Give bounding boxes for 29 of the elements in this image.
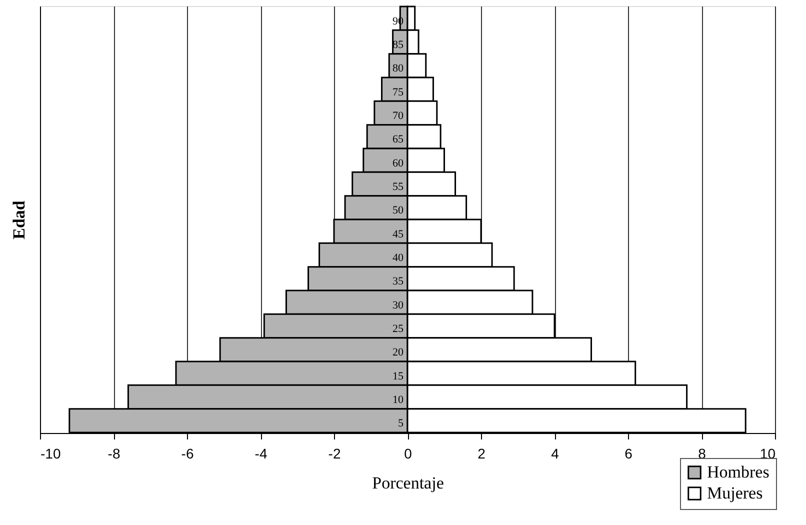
y-tick-label: 75: [392, 86, 404, 98]
y-tick-label: 65: [392, 134, 404, 146]
y-tick-label: 10: [392, 394, 404, 406]
y-tick-label: 80: [392, 62, 404, 75]
x-tick-label: 0: [404, 446, 412, 462]
x-tick-label: -4: [254, 446, 268, 462]
x-tick-label: -8: [108, 446, 120, 462]
x-tick-label: -10: [40, 446, 61, 462]
y-tick-label: 40: [392, 252, 404, 264]
x-tick-label: -2: [328, 446, 341, 462]
y-tick-label: 25: [392, 323, 404, 336]
y-tick-label: 35: [392, 276, 404, 288]
y-tick-label: 45: [392, 228, 404, 240]
x-axis-title: Porcentaje: [372, 474, 444, 492]
y-tick-label: 60: [392, 157, 404, 170]
y-tick-label: 15: [392, 370, 404, 382]
y-axis-title: Edad: [10, 200, 28, 240]
y-tick-label: 70: [392, 110, 404, 122]
y-tick-label: 50: [392, 204, 404, 217]
x-tick-label: 4: [551, 446, 560, 462]
x-tick-label: -6: [181, 446, 194, 462]
legend-label: Hombres: [707, 462, 770, 482]
x-tick-label: 6: [624, 446, 633, 462]
x-tick-label: 2: [478, 446, 486, 462]
legend-label: Mujeres: [707, 484, 763, 502]
y-tick-label: 20: [392, 346, 404, 359]
y-tick-label: 55: [392, 180, 404, 193]
y-tick-label: 5: [398, 418, 404, 430]
y-tick-label: 30: [392, 299, 404, 312]
